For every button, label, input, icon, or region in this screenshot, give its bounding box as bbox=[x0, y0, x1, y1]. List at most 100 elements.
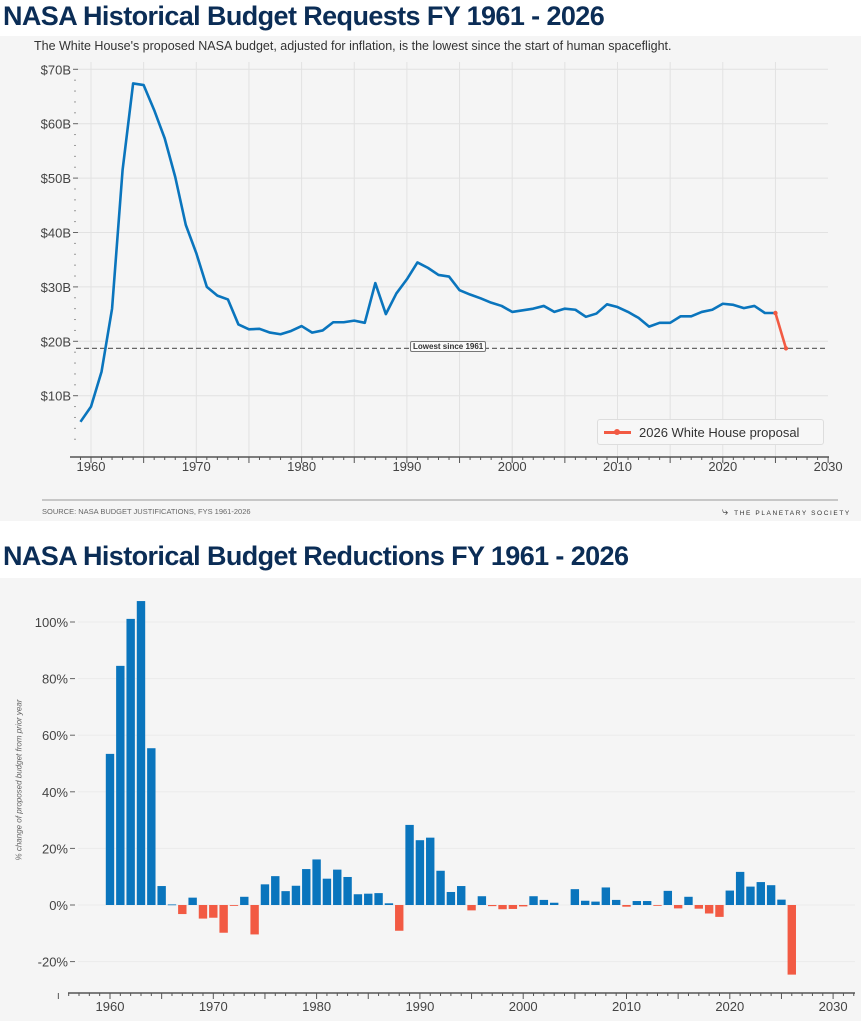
bar-1995 bbox=[467, 905, 476, 911]
bar-2021 bbox=[735, 871, 745, 905]
bar-1992 bbox=[436, 870, 445, 905]
bar-1990 bbox=[415, 840, 425, 905]
y-tick-label: 0% bbox=[49, 898, 68, 913]
x-tick-label: 1970 bbox=[182, 459, 211, 474]
bar-1981 bbox=[322, 878, 332, 905]
bar-1960 bbox=[105, 753, 115, 905]
bar-1986 bbox=[374, 893, 383, 905]
x-tick-label: 1960 bbox=[96, 999, 125, 1014]
x-tick-label: 2010 bbox=[612, 999, 641, 1014]
y-tick-label: $30B bbox=[41, 280, 71, 295]
top-chart-subtitle: The White House's proposed NASA budget, … bbox=[34, 39, 672, 53]
bar-2009 bbox=[611, 899, 621, 905]
bar-2022 bbox=[746, 886, 755, 905]
bar-1999 bbox=[508, 905, 518, 909]
x-tick-label: 2010 bbox=[603, 459, 632, 474]
bar-2005 bbox=[570, 889, 580, 905]
x-tick-label: 1990 bbox=[392, 459, 421, 474]
bar-1998 bbox=[498, 905, 507, 910]
bar-2019 bbox=[715, 905, 724, 917]
bar-1973 bbox=[240, 896, 249, 905]
bar-1972 bbox=[229, 905, 239, 906]
x-tick-label: 1980 bbox=[287, 459, 316, 474]
bar-1988 bbox=[395, 905, 404, 931]
bar-1965 bbox=[157, 886, 166, 905]
bar-1982 bbox=[333, 869, 342, 905]
bar-2026 bbox=[787, 905, 796, 975]
y-tick-label: -20% bbox=[38, 955, 69, 970]
bar-1967 bbox=[178, 905, 187, 915]
x-tick-label: 2030 bbox=[814, 459, 843, 474]
y-tick-label: 20% bbox=[42, 841, 68, 856]
bird-logo-icon: ⤷ bbox=[722, 506, 729, 518]
x-tick-label: 2020 bbox=[708, 459, 737, 474]
y-tick-label: $50B bbox=[41, 171, 71, 186]
y-tick-label: $70B bbox=[41, 62, 71, 77]
y-tick-label: 80% bbox=[42, 672, 68, 687]
bar-2006 bbox=[580, 900, 590, 905]
legend-swatch-icon bbox=[604, 428, 631, 435]
bar-1974 bbox=[250, 905, 259, 935]
legend-label: 2026 White House proposal bbox=[639, 424, 800, 440]
bar-1964 bbox=[147, 748, 156, 905]
bar-2012 bbox=[642, 901, 652, 905]
bar-2003 bbox=[549, 902, 559, 905]
bar-1979 bbox=[302, 869, 311, 905]
bar-1994 bbox=[457, 886, 466, 905]
bar-2013 bbox=[653, 905, 662, 906]
proposal-point bbox=[773, 310, 778, 316]
bar-1985 bbox=[364, 893, 373, 905]
bar-2016 bbox=[684, 896, 693, 905]
bar-1970 bbox=[209, 905, 218, 918]
bar-1968 bbox=[188, 897, 197, 905]
x-tick-label: 2030 bbox=[819, 999, 848, 1014]
bar-2001 bbox=[529, 896, 538, 905]
bar-1978 bbox=[291, 885, 301, 905]
bar-2020 bbox=[725, 890, 734, 905]
x-tick-label: 1980 bbox=[302, 999, 331, 1014]
bottom-chart-title: NASA Historical Budget Reductions FY 196… bbox=[3, 541, 629, 571]
top-chart-title: NASA Historical Budget Requests FY 1961 … bbox=[3, 1, 605, 31]
bar-1993 bbox=[446, 891, 456, 905]
bar-2000 bbox=[519, 905, 528, 907]
bar-2023 bbox=[756, 882, 765, 905]
y-tick-label: $40B bbox=[41, 226, 71, 241]
source-note: SOURCE: NASA BUDGET JUSTIFICATIONS, FYS … bbox=[42, 507, 251, 516]
x-tick-label: 1990 bbox=[405, 999, 434, 1014]
bar-1984 bbox=[353, 894, 363, 905]
planetary-society-logo: ⤷ THE PLANETARY SOCIETY bbox=[722, 506, 851, 519]
bar-1996 bbox=[477, 896, 487, 905]
bar-2015 bbox=[673, 905, 683, 909]
y-tick-label: 60% bbox=[42, 728, 68, 743]
x-tick-label: 2000 bbox=[498, 459, 527, 474]
bar-1961 bbox=[116, 665, 125, 905]
x-tick-label: 2000 bbox=[509, 999, 538, 1014]
bar-1991 bbox=[426, 837, 435, 905]
bar-2018 bbox=[704, 905, 714, 914]
bar-1983 bbox=[343, 876, 352, 905]
bar-1966 bbox=[167, 904, 177, 906]
lowest-annotation: Lowest since 1961 bbox=[410, 341, 487, 352]
x-tick-label: 2020 bbox=[715, 999, 744, 1014]
proposal-point bbox=[783, 346, 789, 351]
brand-text: THE PLANETARY SOCIETY bbox=[734, 510, 851, 517]
bar-2007 bbox=[591, 901, 600, 905]
x-tick-label: 1960 bbox=[77, 459, 106, 474]
bar-1980 bbox=[312, 859, 321, 905]
proposal-line bbox=[774, 312, 788, 349]
y-tick-label: $60B bbox=[41, 117, 71, 132]
bar-2002 bbox=[539, 899, 549, 905]
bar-1969 bbox=[198, 905, 208, 919]
bar-2014 bbox=[663, 890, 673, 905]
bar-1997 bbox=[488, 905, 497, 907]
bar-1975 bbox=[260, 884, 270, 905]
bar-1971 bbox=[219, 905, 228, 933]
bar-2017 bbox=[694, 905, 704, 909]
budget-line bbox=[79, 82, 776, 423]
bar-2010 bbox=[622, 905, 631, 907]
bar-2024 bbox=[766, 885, 776, 905]
bar-1962 bbox=[126, 618, 135, 905]
legend: 2026 White House proposal bbox=[597, 419, 824, 445]
bar-2008 bbox=[601, 887, 611, 905]
